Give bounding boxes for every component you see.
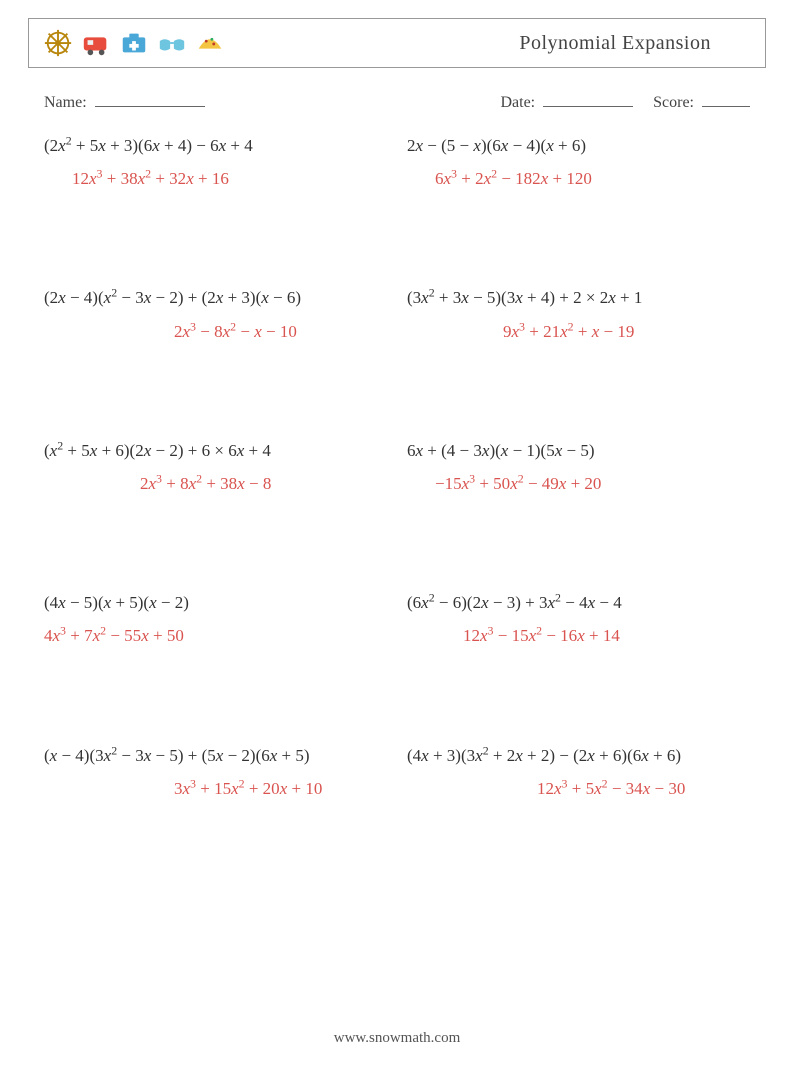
problem-8-question: (6x2 − 6)(2x − 3) + 3x2 − 4x − 4 bbox=[407, 589, 750, 616]
problem-9-question: (x − 4)(3x2 − 3x − 5) + (5x − 2)(6x + 5) bbox=[44, 742, 387, 769]
worksheet-title: Polynomial Expansion bbox=[519, 32, 751, 55]
problem-2-answer: 6x3 + 2x2 − 182x + 120 bbox=[407, 165, 750, 192]
problem-7-answer: 4x3 + 7x2 − 55x + 50 bbox=[44, 622, 387, 649]
problem-4-answer: 9x3 + 21x2 + x − 19 bbox=[407, 318, 750, 345]
header-box: Polynomial Expansion bbox=[28, 18, 766, 68]
problem-3-answer: 2x3 − 8x2 − x − 10 bbox=[44, 318, 387, 345]
problems-grid: (2x2 + 5x + 3)(6x + 4) − 6x + 4 12x3 + 38… bbox=[44, 132, 750, 802]
wheel-icon bbox=[43, 28, 73, 58]
problem-5-question: (x2 + 5x + 6)(2x − 2) + 6 × 6x + 4 bbox=[44, 437, 387, 464]
medkit-icon bbox=[119, 28, 149, 58]
name-label: Name: bbox=[44, 94, 87, 111]
problem-4: (3x2 + 3x − 5)(3x + 4) + 2 × 2x + 1 9x3 +… bbox=[407, 284, 750, 344]
name-underline bbox=[95, 90, 205, 107]
problem-5: (x2 + 5x + 6)(2x − 2) + 6 × 6x + 4 2x3 + … bbox=[44, 437, 387, 497]
meta-row: Name: Date: Score: bbox=[44, 90, 750, 112]
problem-3: (2x − 4)(x2 − 3x − 2) + (2x + 3)(x − 6) 2… bbox=[44, 284, 387, 344]
problem-9: (x − 4)(3x2 − 3x − 5) + (5x − 2)(6x + 5)… bbox=[44, 742, 387, 802]
problem-2: 2x − (5 − x)(6x − 4)(x + 6) 6x3 + 2x2 − 1… bbox=[407, 132, 750, 192]
problem-6: 6x + (4 − 3x)(x − 1)(5x − 5) −15x3 + 50x2… bbox=[407, 437, 750, 497]
score-label: Score: bbox=[653, 94, 694, 111]
date-underline bbox=[543, 90, 633, 107]
camper-icon bbox=[81, 28, 111, 58]
problem-2-question: 2x − (5 − x)(6x − 4)(x + 6) bbox=[407, 132, 750, 159]
problem-6-answer: −15x3 + 50x2 − 49x + 20 bbox=[407, 470, 750, 497]
date-label: Date: bbox=[500, 94, 535, 111]
score-underline bbox=[702, 90, 750, 107]
date-field: Date: bbox=[500, 90, 633, 112]
problem-10-answer: 12x3 + 5x2 − 34x − 30 bbox=[407, 775, 750, 802]
problem-7-question: (4x − 5)(x + 5)(x − 2) bbox=[44, 589, 387, 616]
score-field: Score: bbox=[653, 90, 750, 112]
problem-4-question: (3x2 + 3x − 5)(3x + 4) + 2 × 2x + 1 bbox=[407, 284, 750, 311]
problem-6-question: 6x + (4 − 3x)(x − 1)(5x − 5) bbox=[407, 437, 750, 464]
problem-5-answer: 2x3 + 8x2 + 38x − 8 bbox=[44, 470, 387, 497]
problem-1-answer: 12x3 + 38x2 + 32x + 16 bbox=[44, 165, 387, 192]
footer-url: www.snowmath.com bbox=[0, 1030, 794, 1047]
problem-8-answer: 12x3 − 15x2 − 16x + 14 bbox=[407, 622, 750, 649]
glasses-icon bbox=[157, 28, 187, 58]
problem-1-question: (2x2 + 5x + 3)(6x + 4) − 6x + 4 bbox=[44, 132, 387, 159]
taco-icon bbox=[195, 28, 225, 58]
name-field: Name: bbox=[44, 90, 205, 112]
icon-row bbox=[43, 28, 225, 58]
problem-10-question: (4x + 3)(3x2 + 2x + 2) − (2x + 6)(6x + 6… bbox=[407, 742, 750, 769]
problem-10: (4x + 3)(3x2 + 2x + 2) − (2x + 6)(6x + 6… bbox=[407, 742, 750, 802]
problem-9-answer: 3x3 + 15x2 + 20x + 10 bbox=[44, 775, 387, 802]
problem-8: (6x2 − 6)(2x − 3) + 3x2 − 4x − 4 12x3 − 1… bbox=[407, 589, 750, 649]
problem-7: (4x − 5)(x + 5)(x − 2) 4x3 + 7x2 − 55x + … bbox=[44, 589, 387, 649]
problem-1: (2x2 + 5x + 3)(6x + 4) − 6x + 4 12x3 + 38… bbox=[44, 132, 387, 192]
problem-3-question: (2x − 4)(x2 − 3x − 2) + (2x + 3)(x − 6) bbox=[44, 284, 387, 311]
